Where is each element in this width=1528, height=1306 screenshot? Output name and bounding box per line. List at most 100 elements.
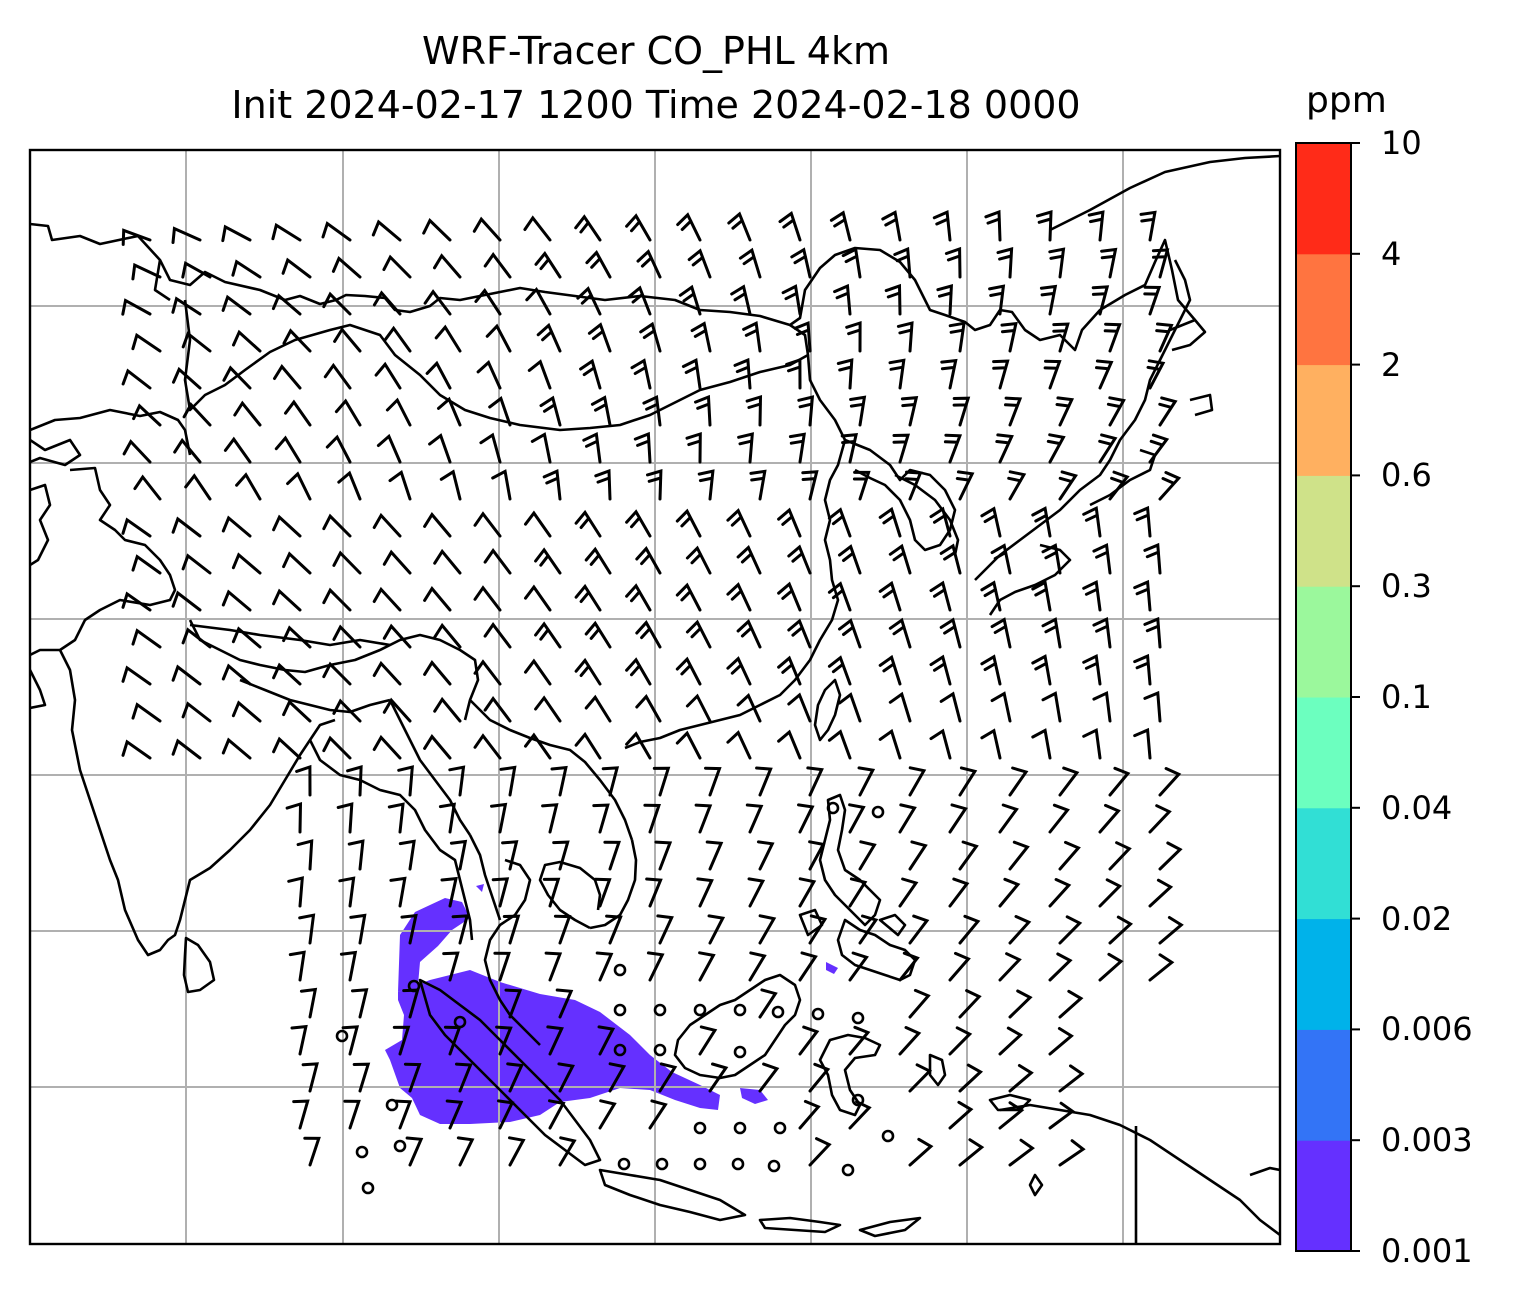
wind-barb-icon xyxy=(594,877,612,908)
wind-barb-icon xyxy=(483,252,512,279)
wind-barb-icon xyxy=(322,661,352,686)
wind-barb-icon xyxy=(995,433,1014,464)
wind-barb-icon xyxy=(322,513,352,538)
wind-barb-icon xyxy=(483,622,512,649)
map-title-line1: WRF-Tracer CO_PHL 4km xyxy=(422,29,890,73)
wind-barb-icon xyxy=(322,291,352,316)
wind-barb-icon xyxy=(483,548,512,575)
wind-barb-icon xyxy=(958,1063,984,1093)
wind-barb-icon xyxy=(1046,433,1066,464)
wind-barb-icon xyxy=(881,210,902,242)
wind-barb-icon xyxy=(121,368,152,390)
wind-barb-icon xyxy=(383,325,412,353)
wind-barb-icon xyxy=(992,359,1010,390)
wind-barb-icon xyxy=(322,735,352,760)
wind-barb-icon xyxy=(1041,617,1062,649)
wind-barb-icon xyxy=(496,1099,515,1130)
wind-barb-icon xyxy=(603,840,621,871)
wind-barb-icon xyxy=(372,512,402,538)
wind-barb-icon xyxy=(1052,322,1070,353)
calm-circle-icon xyxy=(881,1129,895,1143)
wind-barb-icon xyxy=(908,840,928,871)
wind-barb-icon xyxy=(440,876,458,908)
wind-barb-icon xyxy=(878,654,902,686)
wind-barb-icon xyxy=(625,657,652,686)
calm-circle-icon xyxy=(771,1005,785,1019)
wind-barb-icon xyxy=(423,734,452,760)
wind-barb-icon xyxy=(536,322,562,353)
wind-barb-icon xyxy=(1036,209,1053,242)
wind-barb-icon xyxy=(392,1025,411,1056)
colorbar-tick-label: 10 xyxy=(1381,124,1422,162)
wind-barb-icon xyxy=(1092,690,1112,723)
wind-barb-icon xyxy=(998,1026,1024,1056)
wind-barb-icon xyxy=(594,468,612,501)
wind-barb-icon xyxy=(1133,727,1152,760)
wind-barb-icon xyxy=(433,253,462,279)
wind-barb-icon xyxy=(181,553,212,575)
wind-barb-icon xyxy=(131,628,162,649)
wind-barb-icon xyxy=(273,364,302,390)
wind-barb-icon xyxy=(698,951,716,982)
wind-barb-icon xyxy=(726,730,752,760)
wind-barb-icon xyxy=(857,766,876,797)
wind-barb-icon xyxy=(448,765,466,797)
wind-barb-icon xyxy=(1048,1101,1076,1130)
wind-barb-icon xyxy=(595,951,614,982)
wind-barb-icon xyxy=(131,554,162,575)
wind-barb-icon xyxy=(587,322,612,353)
wind-barb-icon xyxy=(990,543,1012,575)
wind-barb-icon xyxy=(451,914,470,945)
wind-barb-icon xyxy=(980,728,1002,760)
wind-barb-icon xyxy=(980,580,1002,612)
wind-barb-icon xyxy=(635,620,662,649)
wind-barb-icon xyxy=(639,321,662,353)
wind-barb-icon xyxy=(382,254,412,279)
wind-barb-icon xyxy=(858,914,879,945)
wind-barb-icon xyxy=(896,321,914,353)
wind-barb-icon xyxy=(1082,505,1102,538)
wind-barb-icon xyxy=(131,332,162,353)
wind-barb-icon xyxy=(829,210,852,242)
wind-barb-icon xyxy=(698,1025,718,1056)
colorbar-tick-label: 0.3 xyxy=(1381,567,1432,606)
wind-barb-icon xyxy=(838,618,862,649)
wind-barb-icon xyxy=(1031,506,1052,538)
wind-barb-icon xyxy=(479,432,502,464)
wind-barb-icon xyxy=(1108,470,1130,501)
wind-barb-icon xyxy=(221,663,252,686)
wind-barb-icon xyxy=(506,1062,524,1093)
colorbar-tick-label: 0.001 xyxy=(1381,1232,1473,1270)
wind-barb-icon xyxy=(499,765,517,797)
wind-barb-icon xyxy=(1058,766,1080,797)
wind-barb-icon xyxy=(483,696,512,723)
wind-barb-icon xyxy=(1098,878,1123,908)
wind-barb-icon xyxy=(939,543,962,575)
calm-circle-icon xyxy=(617,1157,631,1171)
calm-circle-icon xyxy=(361,1181,375,1195)
wind-barb-icon xyxy=(1158,471,1182,501)
calm-circle-icon xyxy=(653,1003,667,1017)
wind-barb-icon xyxy=(958,914,981,945)
wind-barb-icon xyxy=(654,840,673,871)
wind-barb-icon xyxy=(473,659,502,686)
wind-barb-icon xyxy=(223,436,252,464)
wind-barb-icon xyxy=(172,366,202,390)
wind-barb-icon xyxy=(635,694,662,723)
wind-barb-icon xyxy=(736,692,762,723)
wind-barb-icon xyxy=(1004,396,1023,427)
wind-barb-icon xyxy=(332,550,362,575)
wind-barb-icon xyxy=(1031,728,1052,760)
wind-barb-icon xyxy=(958,1138,985,1167)
wind-barb-icon xyxy=(838,544,862,575)
wind-barb-icon xyxy=(878,506,902,538)
calm-circle-icon xyxy=(731,1157,745,1171)
wind-barb-icon xyxy=(1048,1027,1074,1056)
wind-barb-icon xyxy=(372,734,402,760)
wind-barb-icon xyxy=(121,517,152,538)
wind-barb-icon xyxy=(372,586,402,612)
wind-barb-icon xyxy=(281,257,312,279)
wind-barb-icon xyxy=(341,1025,360,1056)
wind-barb-icon xyxy=(592,803,610,834)
